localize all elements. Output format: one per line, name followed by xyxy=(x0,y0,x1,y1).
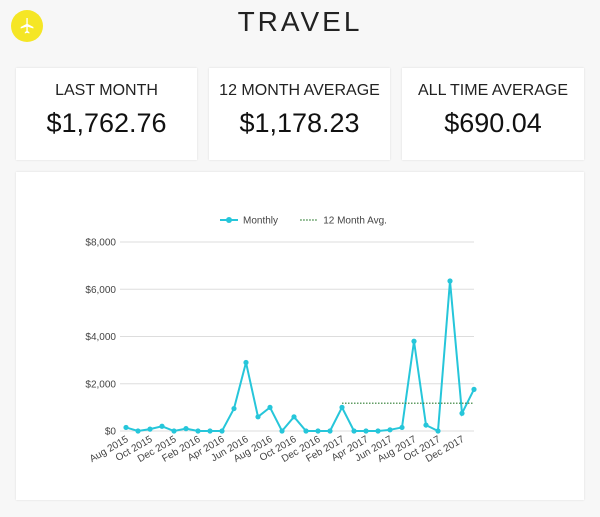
data-point xyxy=(171,428,177,434)
data-point xyxy=(363,428,369,434)
legend-swatch xyxy=(226,217,232,223)
data-point xyxy=(339,404,345,410)
data-point xyxy=(195,428,201,434)
data-point xyxy=(447,278,453,284)
data-point xyxy=(123,424,129,431)
stat-card: LAST MONTH $1,762.76 xyxy=(16,68,197,160)
y-tick-label: $2,000 xyxy=(85,379,116,390)
y-tick-label: $8,000 xyxy=(85,238,116,249)
travel-icon[interactable] xyxy=(11,10,43,42)
data-point xyxy=(279,428,285,434)
stat-card: 12 MONTH AVERAGE $1,178.23 xyxy=(209,68,390,160)
y-tick-label: $6,000 xyxy=(85,285,116,296)
y-tick-label: $0 xyxy=(105,427,117,438)
data-point xyxy=(471,386,477,392)
line-series xyxy=(125,280,475,433)
stat-card: ALL TIME AVERAGE $690.04 xyxy=(402,68,584,160)
data-point xyxy=(411,338,417,344)
stat-value: $690.04 xyxy=(444,108,542,138)
legend-label: 12 Month Avg. xyxy=(323,216,387,227)
data-point xyxy=(267,404,273,410)
plane-icon xyxy=(20,18,34,34)
data-point xyxy=(207,428,213,434)
data-point xyxy=(231,405,237,412)
stat-value: $1,178.23 xyxy=(239,108,360,138)
stat-label: LAST MONTH xyxy=(55,82,158,99)
stat-label: 12 MONTH AVERAGE xyxy=(219,82,380,99)
data-point xyxy=(183,426,189,432)
stat-label: ALL TIME AVERAGE xyxy=(418,82,568,99)
data-point xyxy=(243,359,249,366)
data-point xyxy=(459,410,465,416)
data-point xyxy=(291,414,297,420)
data-point xyxy=(327,428,333,434)
data-point xyxy=(351,428,357,434)
data-point xyxy=(255,414,261,420)
stat-value: $1,762.76 xyxy=(46,108,167,138)
legend-label: Monthly xyxy=(243,216,278,227)
data-point xyxy=(303,428,309,434)
data-point xyxy=(423,422,429,428)
data-point xyxy=(315,428,321,434)
data-point xyxy=(219,428,225,434)
y-tick-label: $4,000 xyxy=(85,332,116,343)
data-point xyxy=(147,426,153,432)
data-point xyxy=(135,428,141,434)
data-point xyxy=(435,428,441,434)
page-title: TRAVEL xyxy=(237,6,363,37)
data-point xyxy=(375,428,381,434)
data-point xyxy=(387,427,393,433)
data-point xyxy=(159,423,165,429)
data-point xyxy=(399,424,405,431)
